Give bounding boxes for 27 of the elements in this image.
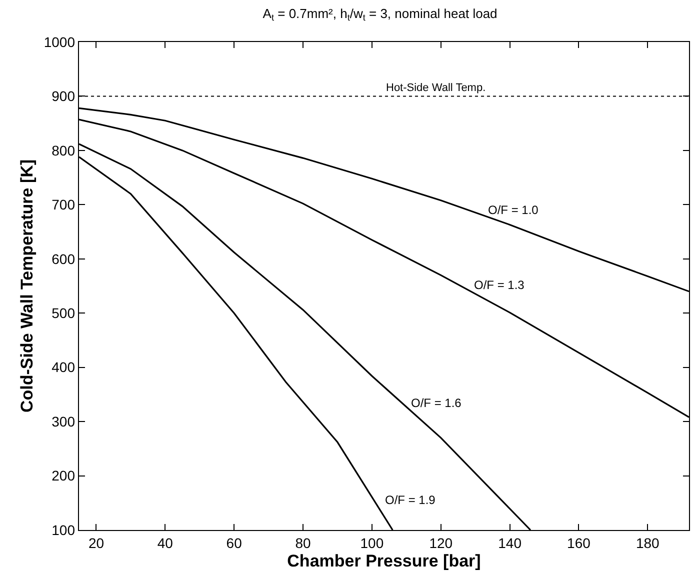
x-tick-label: 160 [567,535,591,551]
y-tick-label: 300 [52,413,76,430]
y-tick-label: 1000 [44,34,76,50]
y-tick-label: 800 [52,142,76,158]
chart-title: A$_{t}$ = 0.7mm², h$_{t}$/w$_{t}$ = 3, nominal heat load [262,6,498,22]
x-tick-label: 140 [498,535,522,551]
y-tick-label: 200 [52,468,76,484]
y-axis-title: Cold-Side Wall Temperature [K] [17,159,36,413]
ref-line-label: Hot-Side Wall Temp. [386,82,486,94]
y-tick-label: 100 [52,522,76,538]
series-label: O/F = 1.9 [385,493,436,507]
series-label: O/F = 1.3 [474,278,525,292]
x-tick-label: 120 [429,535,453,551]
x-tick-label: 180 [636,535,660,551]
x-tick-label: 60 [226,535,242,551]
y-tick-label: 600 [52,250,76,267]
series-label: O/F = 1.0 [488,203,539,217]
x-tick-label: 80 [295,535,312,551]
y-tick-label: 700 [52,196,76,213]
x-tick-label: 100 [360,535,384,551]
y-tick-label: 400 [52,359,76,376]
x-tick-label: 40 [157,535,174,551]
x-tick-label: 20 [88,535,104,551]
y-tick-label: 500 [52,305,76,322]
series-label: O/F = 1.6 [411,396,462,410]
x-axis-title: Chamber Pressure [bar] [287,551,481,570]
y-tick-label: 900 [52,88,76,104]
